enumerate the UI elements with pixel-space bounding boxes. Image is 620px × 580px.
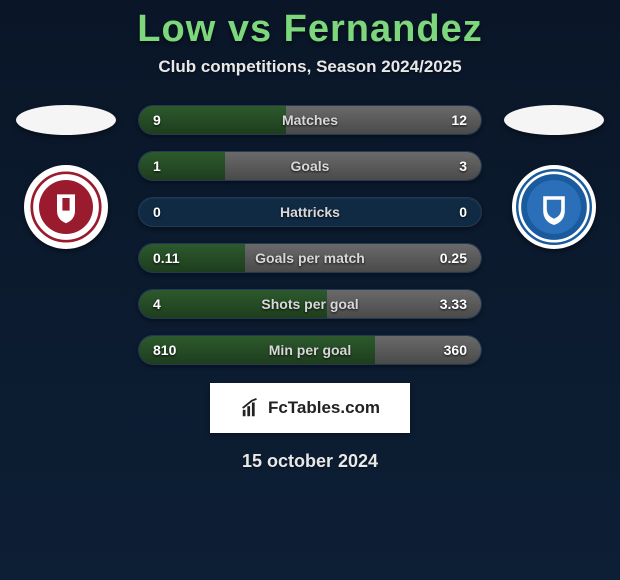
stat-label: Goals per match <box>255 250 365 266</box>
stats-column: 9 Matches 12 1 Goals 3 0 Hattricks 0 0.11 Goals pe… <box>138 105 482 365</box>
stat-value-right: 3.33 <box>440 296 467 312</box>
stat-row: 9 Matches 12 <box>138 105 482 135</box>
stat-row: 0.11 Goals per match 0.25 <box>138 243 482 273</box>
stat-label: Hattricks <box>280 204 340 220</box>
stat-row: 810 Min per goal 360 <box>138 335 482 365</box>
stat-label: Shots per goal <box>261 296 358 312</box>
stat-label: Min per goal <box>269 342 351 358</box>
stat-label: Matches <box>282 112 338 128</box>
page-subtitle: Club competitions, Season 2024/2025 <box>158 57 461 77</box>
stat-value-left: 0 <box>153 204 161 220</box>
stat-value-right: 12 <box>451 112 467 128</box>
left-club-badge <box>24 165 108 249</box>
stat-fill-right <box>225 152 482 180</box>
right-flag-placeholder <box>504 105 604 135</box>
stat-value-right: 360 <box>444 342 467 358</box>
stat-value-left: 810 <box>153 342 176 358</box>
chart-icon <box>240 397 262 419</box>
crawley-town-crest-icon <box>30 171 102 243</box>
date-label: 15 october 2024 <box>242 451 378 472</box>
stat-value-left: 9 <box>153 112 161 128</box>
stat-value-left: 1 <box>153 158 161 174</box>
comparison-card: Low vs Fernandez Club competitions, Seas… <box>0 0 620 580</box>
right-club-badge <box>512 165 596 249</box>
stat-row: 1 Goals 3 <box>138 151 482 181</box>
brand-box[interactable]: FcTables.com <box>210 383 410 433</box>
left-flag-placeholder <box>16 105 116 135</box>
page-title: Low vs Fernandez <box>137 8 482 51</box>
brand-label: FcTables.com <box>268 398 380 418</box>
stat-fill-left <box>139 152 225 180</box>
main-row: 9 Matches 12 1 Goals 3 0 Hattricks 0 0.11 Goals pe… <box>0 105 620 365</box>
stat-value-right: 0 <box>459 204 467 220</box>
stat-fill-left <box>139 106 286 134</box>
left-side <box>12 105 120 249</box>
right-side <box>500 105 608 249</box>
stat-row: 4 Shots per goal 3.33 <box>138 289 482 319</box>
stat-label: Goals <box>291 158 330 174</box>
stat-value-left: 0.11 <box>153 250 179 266</box>
stat-value-right: 0.25 <box>440 250 467 266</box>
stat-value-left: 4 <box>153 296 161 312</box>
peterborough-crest-icon <box>518 171 590 243</box>
stat-row: 0 Hattricks 0 <box>138 197 482 227</box>
stat-value-right: 3 <box>459 158 467 174</box>
